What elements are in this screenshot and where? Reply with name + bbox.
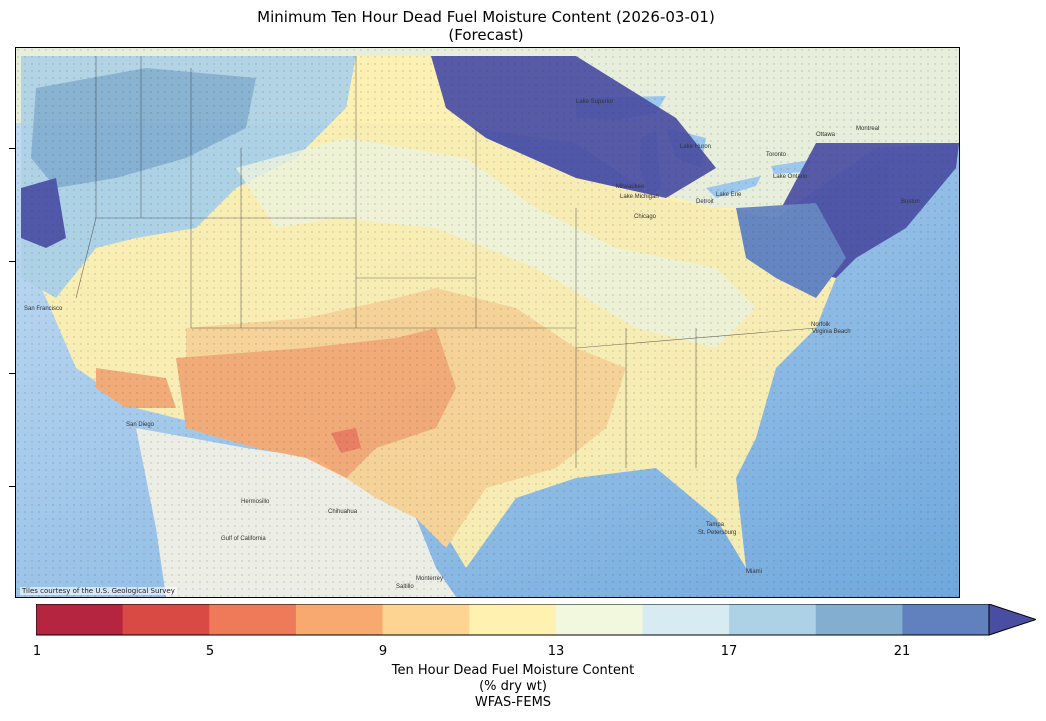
attribution: Tiles courtesy of the U.S. Geological Su… [20, 587, 177, 595]
label-lake-huron: Lake Huron [680, 144, 711, 150]
label-hermosillo: Hermosillo [241, 499, 270, 505]
colorbar-swatch [469, 604, 557, 635]
label-lake-superior: Lake Superior [576, 99, 613, 105]
label-chihuahua: Chihuahua [328, 509, 358, 515]
label-montreal: Montreal [856, 126, 879, 132]
label-boston: Boston [901, 199, 920, 205]
colorbar-tick-label: 17 [720, 644, 738, 659]
colorbar-swatch [815, 604, 903, 635]
label-lake-erie: Lake Erie [716, 192, 742, 198]
colorbar [36, 604, 1036, 636]
y-tick [9, 261, 15, 262]
label-chicago: Chicago [634, 214, 657, 220]
label-miami: Miami [746, 569, 762, 575]
colorbar-caption-line-3: WFAS-FEMS [474, 695, 552, 710]
colorbar-border [36, 604, 990, 636]
label-tampa: Tampa [706, 522, 725, 528]
state-borders [75, 56, 817, 468]
label-ottawa: Ottawa [816, 132, 836, 138]
label-lake-ontario: Lake Ontario [773, 174, 808, 180]
colorbar-swatch [729, 604, 817, 635]
label-lake-michigan: Lake Michigan [620, 194, 659, 200]
colorbar-swatch [642, 604, 730, 635]
colorbar-swatch [555, 604, 643, 635]
colorbar-swatch [295, 604, 384, 635]
label-san-francisco: San Francisco [24, 306, 63, 312]
label-san-diego: San Diego [126, 422, 155, 428]
map-panel[interactable]: San Francisco San Diego Hermosillo Chihu… [15, 47, 960, 598]
label-saltillo: Saltillo [396, 584, 414, 590]
colorbar-caption-line-2: (% dry wt) [479, 679, 547, 694]
label-norfolk: Norfolk [811, 322, 831, 328]
colorbar-swatch [209, 604, 297, 635]
label-toronto: Toronto [766, 152, 787, 158]
label-virginia-beach: Virginia Beach [812, 329, 851, 335]
label-detroit: Detroit [696, 199, 714, 205]
y-tick [9, 148, 15, 149]
colorbar-swatch [902, 604, 990, 635]
colorbar-tick-label: 9 [378, 644, 388, 659]
colorbar-extend-arrow [988, 604, 1036, 636]
title-line-1: Minimum Ten Hour Dead Fuel Moisture Cont… [257, 8, 715, 26]
colorbar-tick-label: 21 [893, 644, 911, 659]
colorbar-swatches [36, 604, 1036, 636]
label-st-petersburg: St. Petersburg [698, 530, 736, 536]
chart-title: Minimum Ten Hour Dead Fuel Moisture Cont… [0, 8, 972, 44]
colorbar-swatch [36, 604, 124, 635]
title-line-2: (Forecast) [448, 26, 524, 44]
colorbar-swatch [122, 604, 210, 635]
colorbar-tick-label: 13 [547, 644, 565, 659]
colorbar-tick-label: 5 [205, 644, 215, 659]
label-milwaukee: Milwaukee [616, 184, 645, 190]
map-label-group: San Francisco San Diego Hermosillo Chihu… [24, 99, 920, 590]
label-monterrey: Monterrey [416, 576, 443, 582]
y-tick [9, 373, 15, 374]
station-dots [16, 48, 959, 597]
y-tick [9, 486, 15, 487]
label-gulf-california: Gulf of California [221, 536, 266, 542]
colorbar-caption-line-1: Ten Hour Dead Fuel Moisture Content [391, 663, 635, 678]
map-canvas: San Francisco San Diego Hermosillo Chihu… [16, 48, 959, 597]
colorbar-caption: Ten Hour Dead Fuel Moisture Content (% d… [0, 663, 1026, 711]
colorbar-tick-label: 1 [32, 644, 42, 659]
colorbar-swatch [382, 604, 470, 635]
